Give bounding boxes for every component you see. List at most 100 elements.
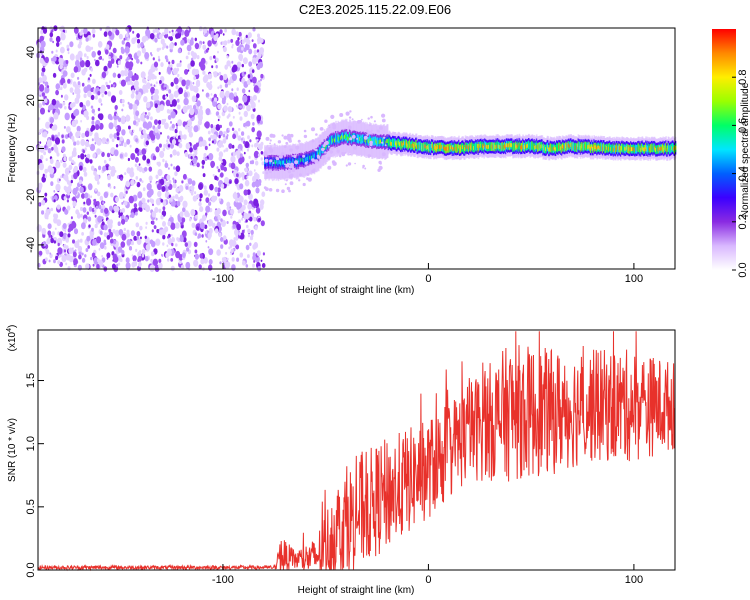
noise-speck: [351, 118, 354, 121]
noise-speck: [362, 164, 365, 168]
noise-blob: [171, 29, 174, 33]
noise-blob: [191, 222, 196, 228]
noise-speck: [384, 144, 387, 147]
noise-speck: [293, 154, 297, 158]
noise-blob: [63, 249, 67, 253]
noise-blob: [53, 240, 56, 244]
noise-blob: [156, 229, 160, 234]
noise-blob: [261, 191, 266, 197]
noise-blob: [63, 174, 69, 181]
spectrogram-y-axis-label: Frequency (Hz): [7, 114, 18, 183]
noise-blob: [170, 258, 174, 262]
noise-blob: [233, 95, 239, 103]
noise-speck: [269, 133, 274, 138]
noise-blob: [97, 91, 101, 96]
ridge-body: [414, 141, 416, 151]
noise-blob: [219, 172, 224, 178]
noise-blob: [217, 168, 221, 173]
noise-blob: [244, 167, 248, 173]
noise-blob: [182, 105, 188, 114]
noise-blob: [109, 52, 111, 55]
noise-blob: [148, 166, 153, 172]
noise-blob: [177, 135, 181, 140]
noise-blob: [39, 57, 44, 64]
noise-blob: [251, 39, 254, 42]
noise-blob: [164, 28, 169, 35]
noise-blob: [164, 162, 169, 168]
noise-blob: [240, 46, 244, 51]
noise-blob: [205, 212, 208, 216]
noise-blob: [154, 84, 157, 88]
noise-blob: [227, 39, 231, 44]
noise-blob: [59, 41, 62, 45]
noise-speck: [323, 144, 326, 147]
noise-blob: [71, 150, 77, 157]
noise-blob: [214, 228, 219, 234]
noise-blob: [97, 191, 101, 197]
noise-blob: [47, 168, 50, 172]
noise-blob: [49, 37, 53, 42]
noise-blob: [41, 199, 46, 206]
noise-blob: [253, 169, 256, 172]
x-tick-label: 0: [425, 574, 431, 586]
noise-blob: [241, 88, 246, 94]
noise-blob: [155, 238, 161, 246]
noise-speck: [268, 147, 272, 151]
noise-blob: [231, 28, 236, 36]
noise-blob: [144, 235, 147, 239]
noise-blob: [143, 132, 148, 139]
noise-blob: [117, 221, 121, 226]
noise-blob: [249, 139, 252, 143]
noise-blob: [196, 226, 200, 231]
noise-blob: [58, 87, 61, 91]
noise-blob: [121, 40, 125, 45]
noise-blob: [222, 33, 225, 36]
noise-blob: [154, 28, 158, 33]
noise-blob: [208, 248, 214, 256]
noise-speck: [341, 152, 344, 155]
noise-blob: [39, 94, 42, 98]
noise-blob: [81, 232, 84, 236]
noise-blob: [93, 199, 96, 202]
noise-blob: [123, 193, 126, 198]
noise-blob: [213, 97, 218, 102]
noise-blob: [229, 65, 232, 68]
noise-blob: [183, 97, 189, 106]
noise-speck: [336, 147, 339, 150]
noise-blob: [66, 180, 71, 185]
noise-blob: [244, 141, 250, 149]
noise-blob: [118, 262, 121, 266]
noise-blob: [190, 37, 194, 42]
noise-blob: [213, 71, 218, 78]
noise-blob: [260, 38, 264, 43]
noise-blob: [237, 37, 240, 41]
noise-blob: [140, 71, 146, 79]
noise-blob: [87, 90, 92, 98]
noise-blob: [228, 143, 233, 150]
noise-blob: [44, 168, 48, 174]
noise-speck: [283, 145, 287, 149]
noise-blob: [171, 99, 177, 107]
noise-speck: [283, 135, 288, 140]
noise-speck: [328, 124, 330, 127]
noise-blob: [170, 67, 173, 71]
noise-blob: [155, 146, 160, 153]
noise-blob: [94, 132, 99, 139]
noise-blob: [51, 125, 55, 131]
noise-blob: [228, 239, 235, 247]
noise-blob: [165, 99, 171, 107]
noise-blob: [204, 145, 208, 151]
noise-blob: [41, 71, 45, 77]
noise-blob: [232, 151, 237, 156]
noise-blob: [68, 170, 71, 173]
noise-blob: [55, 255, 59, 261]
noise-blob: [215, 64, 218, 69]
noise-blob: [81, 193, 85, 199]
noise-blob: [207, 40, 212, 47]
noise-blob: [130, 179, 135, 186]
noise-blob: [83, 53, 87, 58]
ridge-core: [402, 141, 405, 146]
noise-blob: [40, 35, 45, 42]
noise-blob: [86, 56, 89, 59]
noise-blob: [124, 172, 127, 176]
